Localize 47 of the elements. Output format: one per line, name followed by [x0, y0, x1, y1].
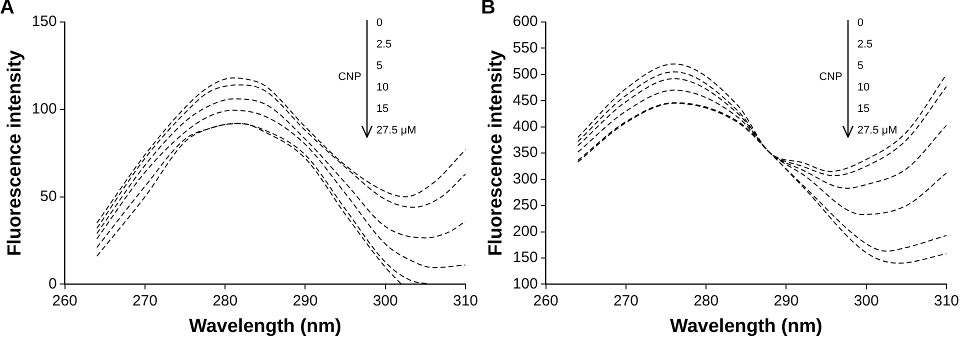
y-tick-label: 200 — [512, 222, 538, 240]
x-tick-label: 280 — [212, 292, 238, 310]
y-tick-label: 300 — [512, 170, 538, 188]
y-tick-label: 150 — [512, 249, 538, 266]
annotation: 0 — [857, 17, 864, 30]
y-tick-label: 100 — [32, 100, 57, 118]
annotation: 2.5 — [857, 38, 873, 51]
y-tick-label: 100 — [512, 275, 538, 292]
annotation: 5 — [857, 60, 864, 72]
x-tick-label: 270 — [132, 292, 158, 310]
x-tick-label: 270 — [613, 292, 638, 310]
y-tick-label: 550 — [512, 39, 538, 56]
annotation: 5 — [376, 60, 382, 72]
y-tick-label: 600 — [512, 13, 538, 30]
y-tick-label: 0 — [48, 275, 57, 292]
y-axis-title: Fluorescence intensity — [486, 50, 507, 256]
x-tick-label: 280 — [694, 292, 719, 310]
x-tick-label: 290 — [774, 292, 799, 310]
y-tick-label: 50 — [40, 188, 57, 205]
annotation: 15 — [857, 103, 870, 116]
y-axis-title: Fluorescence intensity — [4, 50, 26, 256]
x-tick-label: 290 — [292, 292, 318, 310]
y-tick-label: 450 — [512, 92, 538, 109]
annotation: CNP — [819, 70, 842, 83]
x-tick-label: 300 — [372, 292, 398, 310]
annotation: 10 — [857, 82, 870, 94]
x-tick-label: 300 — [854, 292, 879, 310]
chart-title: A — [0, 0, 14, 19]
y-tick-label: 250 — [512, 196, 538, 214]
y-tick-label: 500 — [512, 66, 538, 83]
y-tick-label: 400 — [512, 118, 538, 136]
annotation: 27.5 μM — [376, 124, 416, 137]
x-axis-title: Wavelength (nm) — [670, 316, 822, 337]
x-tick-label: 310 — [934, 292, 959, 310]
x-tick-label: 260 — [533, 292, 558, 310]
annotation: CNP — [338, 70, 362, 83]
x-axis-title: Wavelength (nm) — [188, 316, 342, 337]
y-tick-label: 350 — [512, 144, 538, 162]
annotation: 0 — [376, 17, 382, 30]
x-tick-label: 310 — [452, 292, 478, 310]
annotation: 27.5 μM — [857, 124, 898, 137]
chart-title: B — [481, 0, 496, 19]
annotation: 2.5 — [376, 38, 392, 51]
annotation: 10 — [376, 82, 389, 94]
annotation: 15 — [376, 103, 389, 116]
y-tick-label: 150 — [32, 13, 57, 30]
x-tick-label: 260 — [52, 292, 78, 310]
